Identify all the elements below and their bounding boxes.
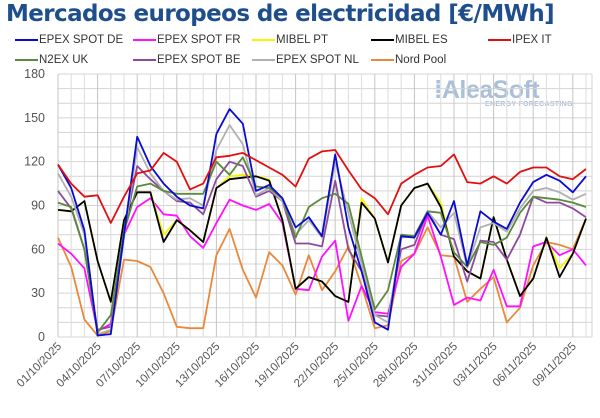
legend-swatch: [371, 59, 394, 61]
watermark-tagline: ENERGY FORECASTING: [485, 101, 573, 108]
series-line-n2ex-uk: [57, 156, 587, 334]
legend-label: MIBEL PT: [276, 34, 328, 46]
series-line-ipex-it: [57, 149, 587, 224]
legend-label: N2EX UK: [39, 54, 89, 66]
series-line-epex-spot-be: [57, 160, 587, 331]
legend-item-nord-pool: Nord Pool: [371, 53, 446, 67]
legend-item-epex-spot-nl: EPEX SPOT NL: [252, 53, 359, 67]
legend-item-epex-spot-de: EPEX SPOT DE: [15, 33, 123, 47]
series-line-epex-spot-fr: [57, 197, 587, 333]
legend-swatch: [15, 59, 38, 61]
legend-item-n2ex-uk: N2EX UK: [15, 53, 88, 67]
legend-item-mibel-pt: MIBEL PT: [252, 33, 328, 47]
series-line-epex-spot-nl: [57, 124, 587, 336]
legend-label: MIBEL ES: [395, 34, 448, 46]
legend-label: IPEX IT: [512, 34, 552, 46]
legend-swatch: [252, 39, 275, 41]
y-tick-label: 60: [31, 242, 45, 256]
legend-swatch: [15, 39, 38, 41]
y-tick-label: 90: [31, 199, 45, 213]
legend-label: EPEX SPOT FR: [157, 34, 241, 46]
legend-item-mibel-es: MIBEL ES: [371, 33, 448, 47]
y-tick-label: 0: [38, 330, 45, 344]
legend-label: EPEX SPOT BE: [157, 54, 241, 66]
series-line-mibel-es: [57, 175, 587, 303]
y-tick-label: 180: [24, 67, 45, 81]
legend-item-epex-spot-be: EPEX SPOT BE: [133, 53, 241, 67]
watermark-logo: ⁞AleaSoft: [434, 76, 540, 104]
series-line-nord-pool: [57, 218, 587, 337]
chart-title: Mercados europeos de electricidad [€/MWh…: [6, 1, 555, 27]
legend-swatch: [252, 59, 275, 61]
legend-swatch: [133, 39, 156, 41]
y-tick-label: 30: [31, 286, 45, 300]
legend-item-ipex-it: IPEX IT: [488, 33, 552, 47]
y-tick-label: 120: [24, 155, 45, 169]
legend-item-epex-spot-fr: EPEX SPOT FR: [133, 33, 241, 47]
series-line-epex-spot-de: [57, 108, 587, 337]
legend-label: EPEX SPOT DE: [39, 34, 124, 46]
legend-swatch: [133, 59, 156, 61]
legend-swatch: [371, 39, 394, 41]
legend-swatch: [488, 39, 511, 41]
legend-label: Nord Pool: [395, 54, 447, 66]
y-tick-label: 150: [24, 111, 45, 125]
legend-label: EPEX SPOT NL: [276, 54, 359, 66]
